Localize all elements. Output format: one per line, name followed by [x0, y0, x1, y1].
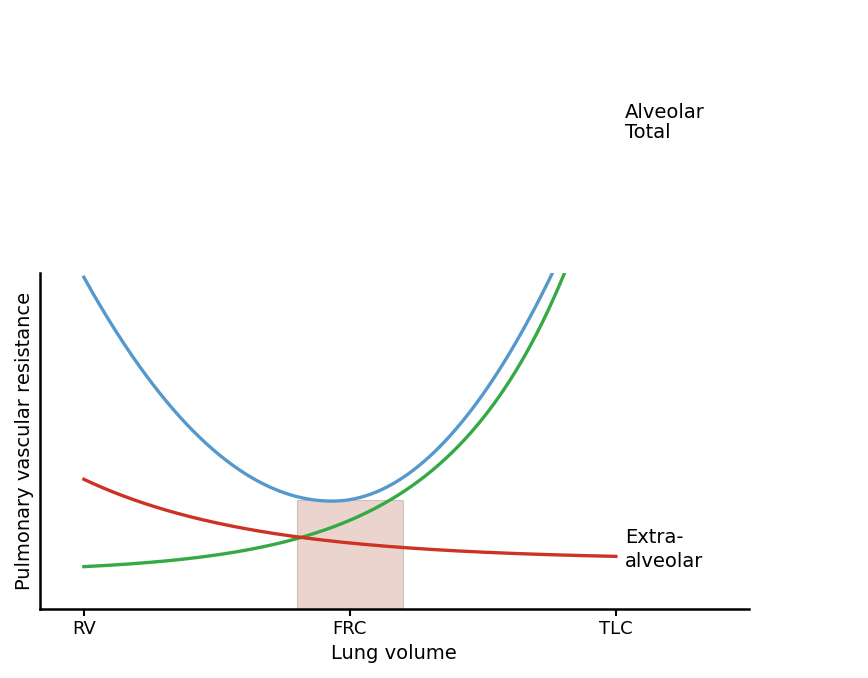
Text: Extra-
alveolar: Extra- alveolar — [625, 528, 703, 571]
Bar — [297, 500, 403, 609]
Text: Total: Total — [625, 123, 670, 142]
Y-axis label: Pulmonary vascular resistance: Pulmonary vascular resistance — [15, 292, 34, 590]
X-axis label: Lung volume: Lung volume — [332, 644, 457, 663]
Text: Alveolar: Alveolar — [625, 104, 705, 123]
